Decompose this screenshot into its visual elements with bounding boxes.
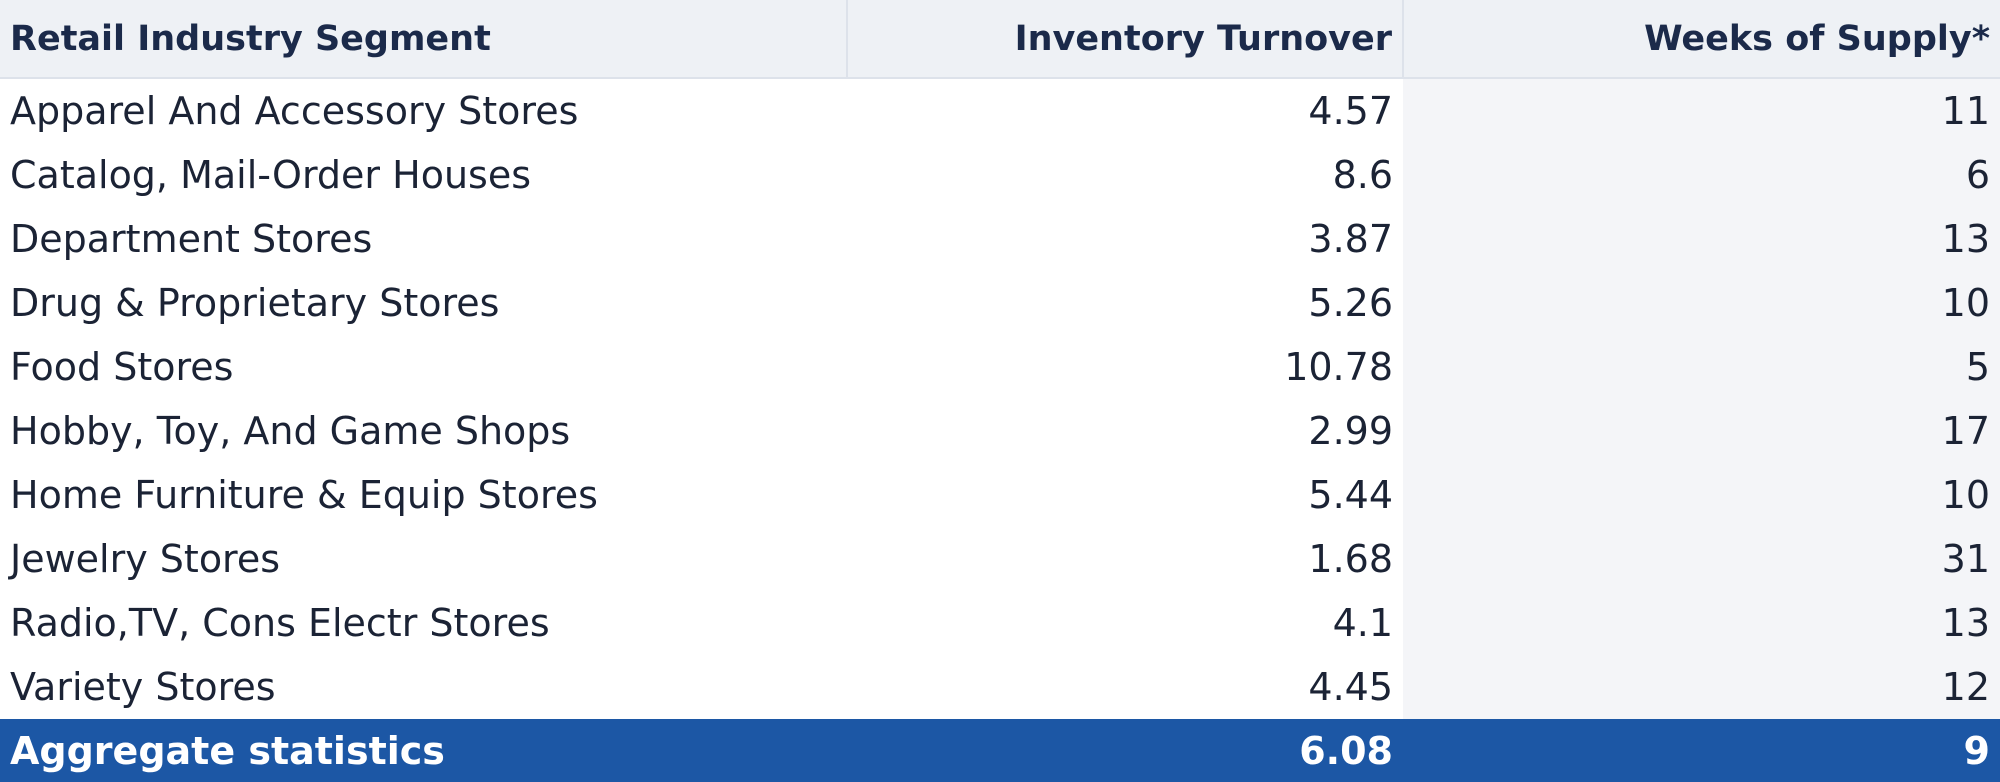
table-cell: Radio,TV, Cons Electr Stores: [10, 601, 550, 645]
table-cell: 11: [1403, 78, 2000, 143]
header-cell: Weeks of Supply*: [1402, 0, 2000, 79]
table-cell: Apparel And Accessory Stores: [10, 89, 579, 133]
table-cell: Variety Stores: [10, 665, 276, 709]
table-cell: 5: [1403, 335, 2000, 399]
footer-cell: 6.08: [847, 719, 1403, 782]
table-cell: 2.99: [1308, 409, 1393, 453]
table-cell: 31: [1403, 527, 2000, 591]
table-cell: Hobby, Toy, And Game Shops: [10, 409, 571, 453]
table-row: Radio,TV, Cons Electr Stores 4.1 13: [0, 591, 2000, 655]
table-body: Apparel And Accessory Stores 4.57 11 Catalo…: [0, 78, 2000, 719]
table-row: Apparel And Accessory Stores 4.57 11: [0, 78, 2000, 143]
table-cell: Jewelry Stores: [10, 537, 281, 581]
table-row: Food Stores 10.78 5: [0, 335, 2000, 399]
table-cell: Department Stores: [10, 217, 373, 261]
footer-cell: 9: [1403, 719, 2000, 782]
table-cell: 4.57: [1308, 89, 1393, 133]
table-cell: 5.26: [1308, 281, 1393, 325]
table-cell: Food Stores: [10, 345, 234, 389]
table-row: Variety Stores 4.45 12: [0, 655, 2000, 719]
table-cell: 1.68: [1308, 537, 1393, 581]
table-cell: 10: [1403, 271, 2000, 335]
table-cell: 17: [1403, 399, 2000, 463]
table-cell: 3.87: [1308, 217, 1393, 261]
footer-cell: Aggregate statistics: [0, 719, 847, 782]
table-cell: 10.78: [1284, 345, 1393, 389]
table-cell: 6: [1403, 143, 2000, 207]
table-row: Drug & Proprietary Stores 5.26 10: [0, 271, 2000, 335]
table-header: Retail Industry Segment Inventory Turnove…: [0, 0, 2000, 79]
table-row: Home Furniture & Equip Stores 5.44 10: [0, 463, 2000, 527]
table-cell: 4.45: [1308, 665, 1393, 709]
table-cell: 13: [1403, 207, 2000, 271]
table-cell: 8.6: [1332, 153, 1393, 197]
table-cell: Drug & Proprietary Stores: [10, 281, 500, 325]
table-cell: 12: [1403, 655, 2000, 719]
table-cell: Catalog, Mail-Order Houses: [10, 153, 531, 197]
table-cell: 5.44: [1308, 473, 1393, 517]
table-cell: Home Furniture & Equip Stores: [10, 473, 598, 517]
table-cell: 13: [1403, 591, 2000, 655]
table-row: Jewelry Stores 1.68 31: [0, 527, 2000, 591]
table-cell: 10: [1403, 463, 2000, 527]
table-footer: Aggregate statistics 6.08 9: [0, 719, 2000, 782]
table-cell: 4.1: [1332, 601, 1393, 645]
table-row: Hobby, Toy, And Game Shops 2.99 17: [0, 399, 2000, 463]
header-cell: Retail Industry Segment: [0, 0, 847, 79]
table-row: Catalog, Mail-Order Houses 8.6 6: [0, 143, 2000, 207]
header-row: Retail Industry Segment Inventory Turnove…: [0, 0, 2000, 79]
header-cell: Inventory Turnover: [846, 0, 1403, 79]
table-row: Department Stores 3.87 13: [0, 207, 2000, 271]
footer-row: Aggregate statistics 6.08 9: [0, 719, 2000, 782]
